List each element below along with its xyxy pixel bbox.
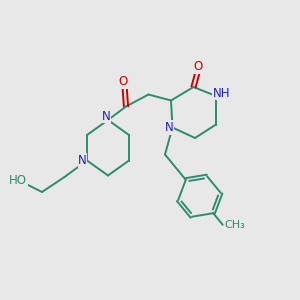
Text: O: O xyxy=(118,75,127,88)
Text: N: N xyxy=(164,121,173,134)
Text: N: N xyxy=(78,154,87,167)
Text: N: N xyxy=(102,110,111,123)
Text: CH₃: CH₃ xyxy=(224,220,245,230)
Text: HO: HO xyxy=(9,173,27,187)
Text: NH: NH xyxy=(213,86,230,100)
Text: O: O xyxy=(194,60,202,74)
